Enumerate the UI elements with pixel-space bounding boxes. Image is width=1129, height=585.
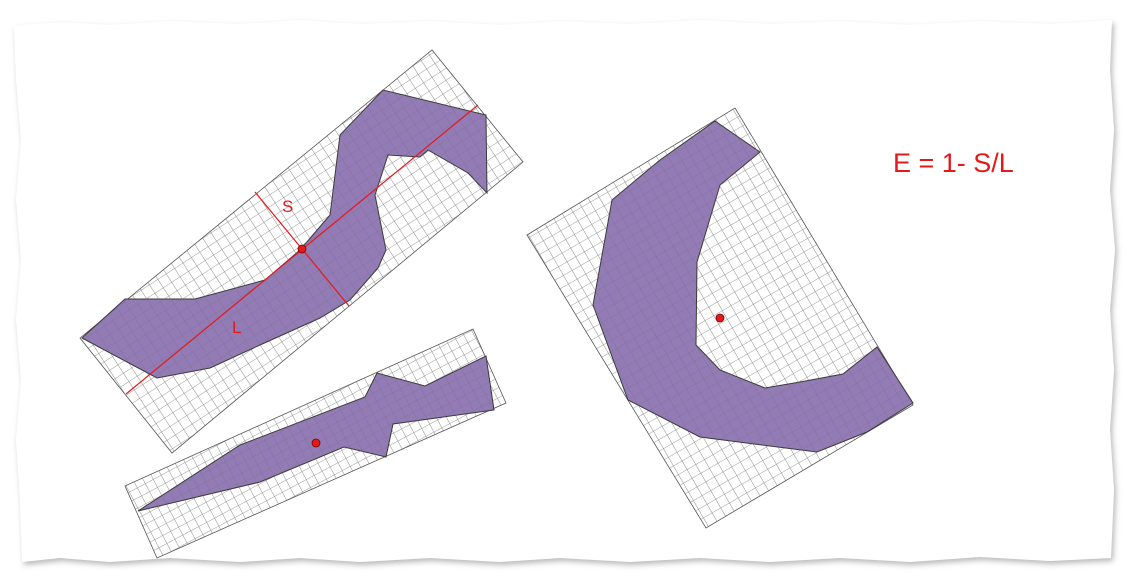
- centroid-dot: [311, 438, 321, 448]
- elongation-formula: E = 1- S/L: [893, 148, 1014, 178]
- narrow-figure: [124, 328, 507, 559]
- crescent-figure: [526, 107, 914, 529]
- long-axis-label: L: [232, 318, 241, 337]
- s-curve-figure: S L: [79, 49, 524, 454]
- centroid-dot: [715, 313, 725, 323]
- short-axis-label: S: [282, 197, 293, 216]
- centroid-dot: [297, 244, 307, 254]
